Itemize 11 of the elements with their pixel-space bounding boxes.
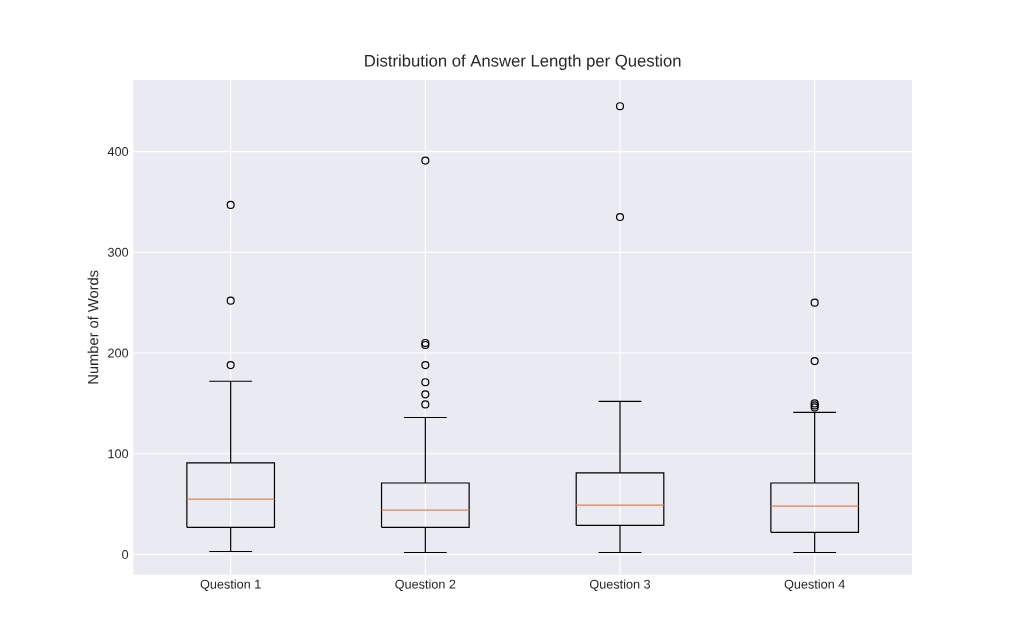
x-tick-label: Question 4 [784,579,845,591]
x-tick-label: Question 2 [395,579,456,591]
x-tick-label: Question 3 [589,579,651,591]
y-tick-label: 200 [108,348,129,358]
y-tick-label: 300 [107,247,129,257]
y-tick-label: 100 [108,449,129,459]
y-tick-label: 400 [107,147,129,157]
x-tick-label: Question 1 [200,579,261,591]
chart-title: Distribution of Answer Length per Question [365,54,681,70]
y-tick-label: 0 [122,550,129,559]
y-axis-title: Number of Words [87,270,99,384]
